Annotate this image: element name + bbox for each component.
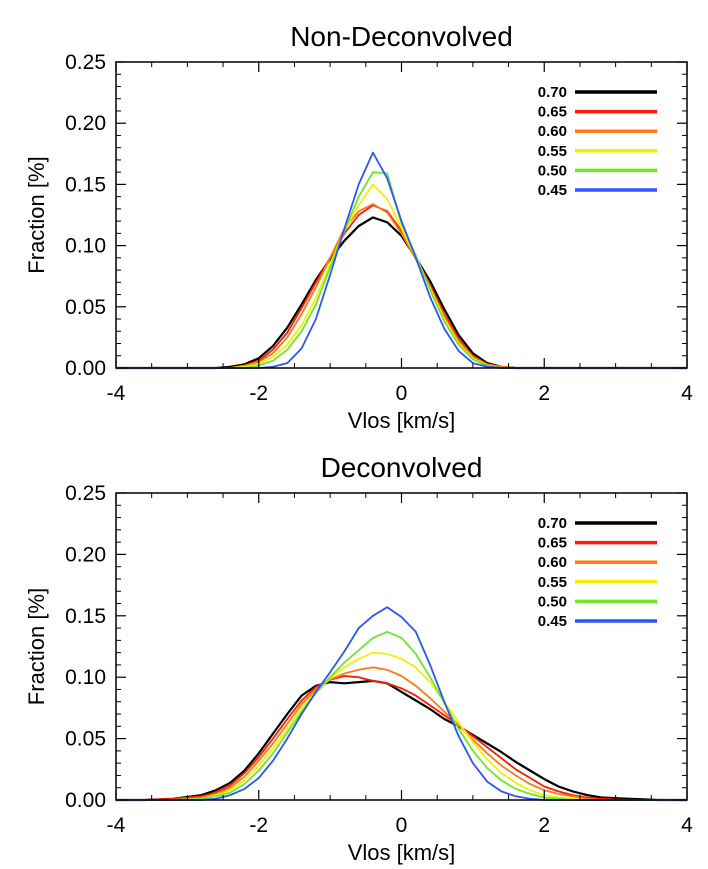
series-line-0-50	[116, 171, 687, 369]
y-tick-label: 0.20	[65, 543, 106, 566]
y-axis-label: Fraction [%]	[24, 156, 49, 273]
legend-label-0-70: 0.70	[538, 84, 567, 101]
x-tick-label: 2	[538, 382, 550, 405]
series-line-0-55	[116, 651, 687, 801]
legend-label-0-50: 0.50	[538, 593, 567, 610]
legend-label-0-50: 0.50	[538, 162, 567, 179]
legend-label-0-45: 0.45	[538, 182, 567, 199]
series-line-0-50	[116, 630, 687, 801]
y-tick-label: 0.25	[65, 482, 106, 505]
legend: 0.70 0.65 0.60 0.55 0.50 0.45	[538, 515, 657, 630]
y-tick-label: 0.10	[65, 235, 106, 258]
y-tick-label: 0.00	[65, 357, 106, 380]
y-tick-label: 0.05	[65, 296, 106, 319]
y-tick-label: 0.05	[65, 728, 106, 751]
x-tick-label: -4	[107, 814, 126, 837]
legend-label-0-45: 0.45	[538, 613, 567, 630]
series-line-0-45	[116, 151, 687, 369]
plot-frame	[115, 492, 688, 801]
legend-label-0-60: 0.60	[538, 123, 567, 140]
chart-title: Deconvolved	[321, 452, 483, 483]
y-tick-label: 0.10	[65, 666, 106, 689]
series-line-0-70	[116, 679, 687, 802]
series-line-0-45	[116, 606, 687, 801]
x-tick-label: -4	[107, 382, 126, 405]
legend-label-0-60: 0.60	[538, 554, 567, 571]
chart-panel-non-deconvolved: Non-Deconvolved -4 -2 0 2 4 0.00 0.05 0.10 0.15 0.…	[24, 21, 693, 433]
chart-title: Non-Deconvolved	[290, 21, 513, 52]
x-tick-label: -2	[249, 814, 268, 837]
y-tick-label: 0.20	[65, 112, 106, 135]
x-axis-label: Vlos [km/s]	[348, 840, 456, 865]
y-axis-label: Fraction [%]	[24, 588, 49, 705]
x-tick-label: 0	[396, 814, 408, 837]
x-tick-label: -2	[249, 382, 268, 405]
series-line-0-60	[116, 666, 687, 801]
legend-label-0-55: 0.55	[538, 143, 567, 160]
plot-frame	[115, 61, 688, 369]
y-tick-label: 0.25	[65, 51, 106, 74]
series-line-0-55	[116, 183, 687, 369]
legend-label-0-65: 0.65	[538, 104, 567, 121]
y-tick-label: 0.15	[65, 173, 106, 196]
x-tick-label: 2	[538, 814, 550, 837]
x-axis-label: Vlos [km/s]	[348, 408, 456, 433]
x-tick-label: 0	[396, 382, 408, 405]
x-tick-label: 4	[681, 814, 693, 837]
legend-label-0-70: 0.70	[538, 515, 567, 532]
y-tick-label: 0.00	[65, 789, 106, 812]
legend-label-0-55: 0.55	[538, 574, 567, 591]
series-line-0-65	[116, 675, 687, 801]
y-tick-label: 0.15	[65, 605, 106, 628]
legend-label-0-65: 0.65	[538, 535, 567, 552]
chart-panel-deconvolved: Deconvolved -4 -2 0 2 4 0.00 0.05 0.10 0.15 0.20 0.…	[24, 452, 693, 865]
series-line-0-70	[116, 216, 687, 370]
x-tick-label: 4	[681, 382, 693, 405]
legend: 0.70 0.65 0.60 0.55 0.50 0.45	[538, 84, 657, 199]
